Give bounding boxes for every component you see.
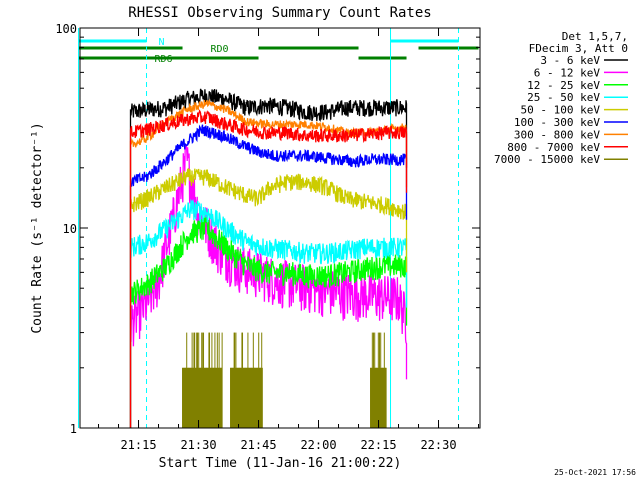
axes-frame <box>79 27 481 429</box>
x-tick-label-4: 22:15 <box>360 438 396 452</box>
series-3 <box>129 198 408 428</box>
flag-n: N <box>78 37 459 48</box>
legend-label-8: 7000 - 15000 keV <box>494 153 600 166</box>
y-axis-label: Count Rate (s⁻¹ detector⁻¹) <box>30 122 45 333</box>
series-0 <box>129 88 408 428</box>
legend-label-1: 6 - 12 keV <box>534 66 601 79</box>
series-2 <box>129 215 408 428</box>
series-2-line <box>129 215 408 428</box>
flag-rd6-label: RD6 <box>155 54 173 65</box>
legend-label-5: 100 - 300 keV <box>514 116 600 129</box>
legend-label-4: 50 - 100 keV <box>521 104 601 117</box>
flag-n-label: N <box>159 37 165 48</box>
chart-title: RHESSI Observing Summary Count Rates <box>128 5 431 21</box>
y-axis-ticks: 1 10 100 <box>55 22 480 436</box>
legend-label-0: 3 - 6 keV <box>540 54 600 67</box>
flag-rd0-label: RD0 <box>211 44 229 55</box>
series-5-line <box>129 124 408 428</box>
legend-label-2: 12 - 25 keV <box>527 79 600 92</box>
series-8 <box>182 332 387 428</box>
legend-header-line-2: FDecim 3, Att 0 <box>529 42 628 55</box>
x-tick-label-5: 22:30 <box>420 438 456 452</box>
legend-label-3: 25 - 50 keV <box>527 91 600 104</box>
flag-rd6: RD6 <box>78 54 407 65</box>
legend-header-line-1: Det 1,5,7, <box>562 30 628 43</box>
series-7-line <box>129 109 408 428</box>
y-tick-label-1: 10 <box>63 222 77 236</box>
x-axis-label: Start Time (11-Jan-16 21:00:22) <box>159 456 402 471</box>
y-tick-label-2: 100 <box>55 22 77 36</box>
footer-timestamp: 25-Oct-2021 17:56 <box>554 468 636 477</box>
legend-label-7: 800 - 7000 keV <box>507 141 600 154</box>
y-tick-label-0: 1 <box>70 422 77 436</box>
flag-rd0: RD0 <box>78 44 479 55</box>
x-tick-label-3: 22:00 <box>300 438 336 452</box>
x-tick-label-1: 21:30 <box>180 438 216 452</box>
legend-label-6: 300 - 800 keV <box>514 128 600 141</box>
series-4-line <box>129 167 408 428</box>
plot-area: N RD0 RD6 <box>78 28 479 428</box>
x-axis-ticks: 21:15 21:30 21:45 22:00 22:15 22:30 <box>98 28 480 452</box>
series-0-line <box>129 88 408 428</box>
series-3-line <box>129 198 408 428</box>
x-tick-label-0: 21:15 <box>120 438 156 452</box>
series-5 <box>129 124 408 428</box>
series-4 <box>129 167 408 428</box>
series-7 <box>129 109 408 428</box>
x-tick-label-2: 21:45 <box>240 438 276 452</box>
